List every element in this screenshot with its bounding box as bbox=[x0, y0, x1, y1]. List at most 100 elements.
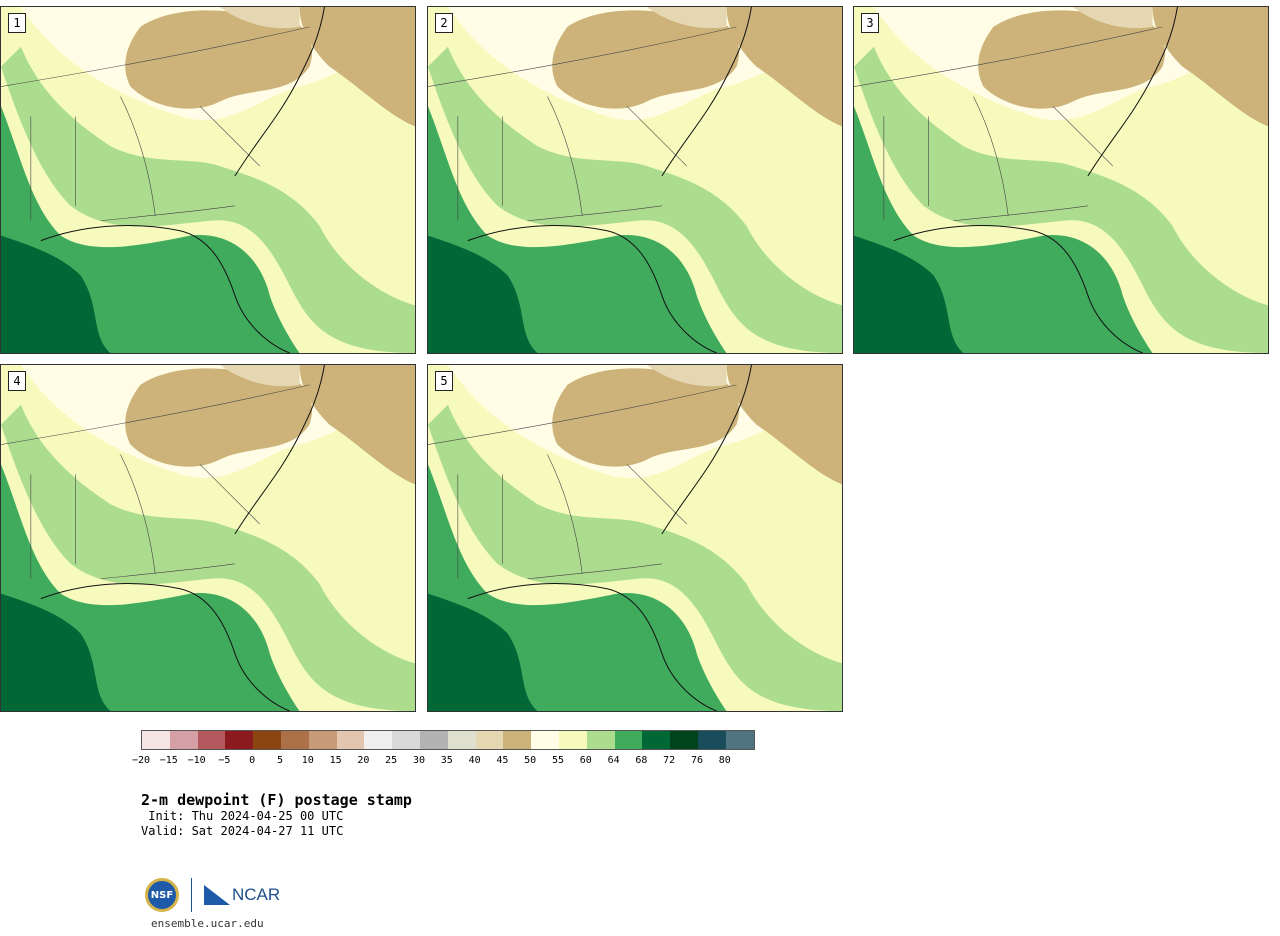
logo: NSF NCAR bbox=[145, 878, 280, 912]
humid-region bbox=[428, 404, 842, 711]
dry-region bbox=[978, 10, 1166, 109]
ncar-wordmark: NCAR bbox=[232, 885, 281, 904]
humid-region bbox=[428, 46, 842, 353]
colorbar-swatch bbox=[280, 731, 309, 749]
state-border bbox=[547, 454, 583, 574]
colorbar-swatch bbox=[697, 731, 726, 749]
colorbar-swatch bbox=[725, 731, 754, 749]
very-dry-region bbox=[646, 365, 727, 387]
state-border bbox=[1052, 106, 1113, 167]
coastline-east bbox=[234, 365, 325, 535]
colorbar-swatch bbox=[253, 731, 281, 749]
very-humid-region bbox=[1, 593, 111, 711]
state-border bbox=[626, 106, 687, 167]
dry-region-east bbox=[726, 7, 842, 127]
dry-region bbox=[552, 368, 740, 467]
colorbar-swatch bbox=[308, 731, 337, 749]
state-border bbox=[854, 26, 1163, 87]
dewpoint-map bbox=[428, 365, 842, 711]
coastline-east bbox=[661, 7, 752, 177]
coastline-east bbox=[661, 365, 752, 535]
colorbar-swatch bbox=[336, 731, 365, 749]
panel-number: 1 bbox=[8, 13, 26, 33]
site-url: ensemble.ucar.edu bbox=[151, 917, 264, 930]
colorbar-swatch bbox=[419, 731, 448, 749]
colorbar-swatch bbox=[614, 731, 643, 749]
chart-title: 2-m dewpoint (F) postage stamp bbox=[141, 791, 412, 809]
colorbar-swatch bbox=[364, 731, 393, 749]
dry-region bbox=[552, 10, 740, 109]
colorbar-tick-label: 0 bbox=[249, 755, 256, 766]
colorbar-swatch bbox=[670, 731, 698, 749]
colorbar-swatch bbox=[558, 731, 587, 749]
state-border bbox=[1, 26, 310, 87]
coastline bbox=[467, 583, 717, 711]
map-panel-2: 2 bbox=[427, 6, 843, 354]
state-border bbox=[953, 205, 1088, 222]
very-dry-region bbox=[646, 7, 727, 29]
panel-number: 3 bbox=[861, 13, 879, 33]
colorbar-swatch bbox=[475, 731, 504, 749]
map-panel-5: 5 bbox=[427, 364, 843, 712]
dewpoint-map bbox=[1, 365, 415, 711]
panel-number: 5 bbox=[435, 371, 453, 391]
colorbar-swatch bbox=[447, 731, 476, 749]
state-border bbox=[547, 96, 583, 216]
ncar-logo: NCAR bbox=[204, 885, 280, 905]
coastline bbox=[40, 225, 290, 353]
colorbar-tick-label: 60 bbox=[579, 755, 592, 766]
very-humid-region bbox=[428, 593, 538, 711]
colorbar-swatch bbox=[642, 731, 671, 749]
colorbar-tick-label: 10 bbox=[301, 755, 314, 766]
dry-region-east bbox=[726, 365, 842, 485]
very-dry-region bbox=[1072, 7, 1153, 29]
very-humid-region bbox=[854, 235, 964, 353]
dewpoint-map bbox=[1, 7, 415, 353]
colorbar-swatch bbox=[531, 731, 559, 749]
very-dry-region bbox=[219, 7, 300, 29]
state-border bbox=[120, 454, 156, 574]
colorbar-swatch bbox=[142, 731, 170, 749]
init-time: Init: Thu 2024-04-25 00 UTC bbox=[141, 809, 344, 823]
state-border bbox=[100, 205, 235, 222]
colorbar-tick-label: −10 bbox=[187, 755, 206, 766]
state-border bbox=[199, 106, 260, 167]
very-dry-region bbox=[219, 365, 300, 387]
state-border bbox=[527, 563, 662, 580]
colorbar-swatch bbox=[225, 731, 254, 749]
coastline-east bbox=[1087, 7, 1178, 177]
dry-region bbox=[125, 368, 313, 467]
valid-time: Valid: Sat 2024-04-27 11 UTC bbox=[141, 824, 344, 838]
state-border bbox=[100, 563, 235, 580]
colorbar-tick-label: 25 bbox=[385, 755, 398, 766]
state-border bbox=[1, 384, 310, 445]
colorbar-tick-label: 40 bbox=[468, 755, 481, 766]
colorbar-tick-label: 35 bbox=[440, 755, 453, 766]
very-humid-region bbox=[1, 235, 111, 353]
colorbar bbox=[141, 730, 755, 750]
colorbar-tick-label: 15 bbox=[329, 755, 342, 766]
nsf-logo: NSF bbox=[145, 878, 179, 912]
dry-region-east bbox=[1152, 7, 1268, 127]
colorbar-swatch bbox=[586, 731, 615, 749]
state-border bbox=[973, 96, 1009, 216]
coastline bbox=[893, 225, 1143, 353]
colorbar-tick-label: 30 bbox=[412, 755, 426, 766]
colorbar-tick-label: 80 bbox=[718, 755, 731, 766]
colorbar-tick-label: −20 bbox=[131, 755, 151, 766]
coastline-east bbox=[234, 7, 325, 177]
colorbar-tick-labels: −20 −15 −10 −5 0 5 10 15 20 25 30 35 40 45 50 55 60 64 68 7… bbox=[131, 755, 781, 769]
map-panel-4: 4 bbox=[0, 364, 416, 712]
colorbar-tick-label: 45 bbox=[496, 755, 509, 766]
state-border bbox=[120, 96, 156, 216]
colorbar-swatch bbox=[503, 731, 532, 749]
colorbar-swatch bbox=[197, 731, 226, 749]
dry-region-east bbox=[299, 7, 415, 127]
humid-region bbox=[854, 46, 1268, 353]
dewpoint-map bbox=[854, 7, 1268, 353]
state-border bbox=[626, 464, 687, 525]
panel-number: 4 bbox=[8, 371, 26, 391]
state-border bbox=[428, 384, 737, 445]
colorbar-tick-label: 72 bbox=[663, 755, 676, 766]
state-border bbox=[199, 464, 260, 525]
